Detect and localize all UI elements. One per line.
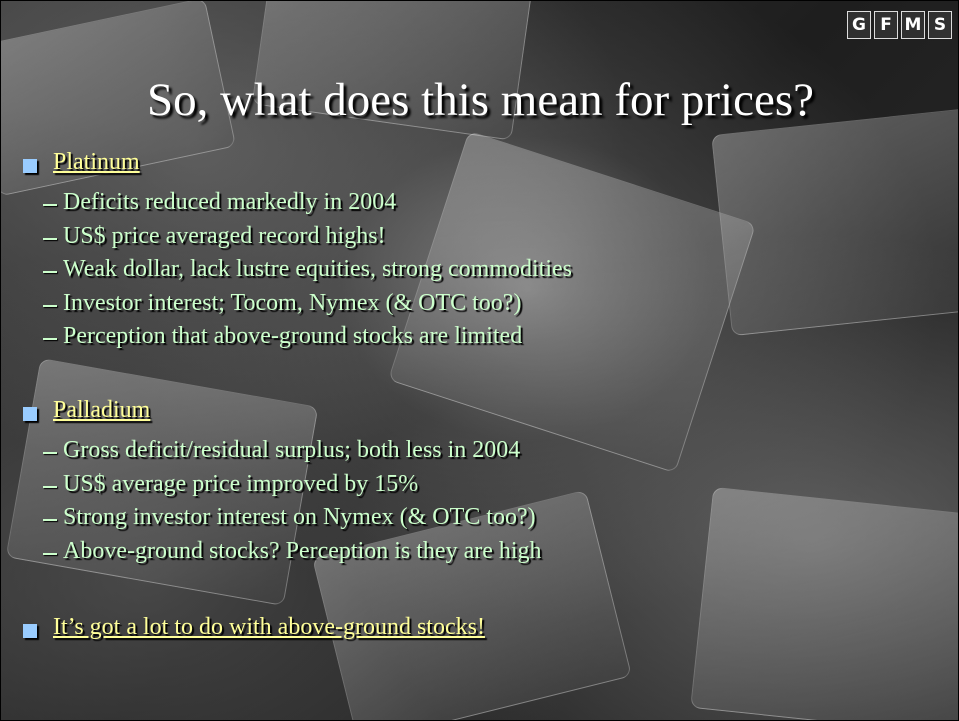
logo-letter: G (847, 11, 871, 39)
background-bar (690, 487, 959, 721)
sub-item: Gross deficit/residual surplus; both les… (63, 437, 520, 464)
dash (43, 204, 57, 206)
footer-bullet: It’s got a lot to do with above-ground s… (53, 614, 485, 641)
dash (43, 486, 57, 488)
sub-item: US$ average price improved by 15% (63, 471, 418, 498)
dash (43, 553, 57, 555)
sub-item: US$ price averaged record highs! (63, 223, 386, 250)
bullet (23, 407, 37, 421)
sub-item: Strong investor interest on Nymex (& OTC… (63, 504, 536, 531)
bullet (23, 624, 37, 638)
dash (43, 238, 57, 240)
slide-title: So, what does this mean for prices? (1, 73, 959, 127)
section-heading: Platinum (53, 149, 140, 176)
logo-letter: M (901, 11, 925, 39)
section-heading: Palladium (53, 397, 150, 424)
slide: GFMS So, what does this mean for prices?… (0, 0, 959, 721)
sub-item: Deficits reduced markedly in 2004 (63, 189, 396, 216)
logo-letter: F (874, 11, 898, 39)
sub-item: Perception that above-ground stocks are … (63, 323, 522, 350)
sub-item: Investor interest; Tocom, Nymex (& OTC t… (63, 290, 521, 317)
dash (43, 519, 57, 521)
sub-item: Above-ground stocks? Perception is they … (63, 538, 542, 565)
dash (43, 338, 57, 340)
background-bar (711, 108, 959, 336)
bullet (23, 159, 37, 173)
dash (43, 305, 57, 307)
dash (43, 452, 57, 454)
sub-item: Weak dollar, lack lustre equities, stron… (63, 256, 572, 283)
dash (43, 271, 57, 273)
logo-letter: S (928, 11, 952, 39)
